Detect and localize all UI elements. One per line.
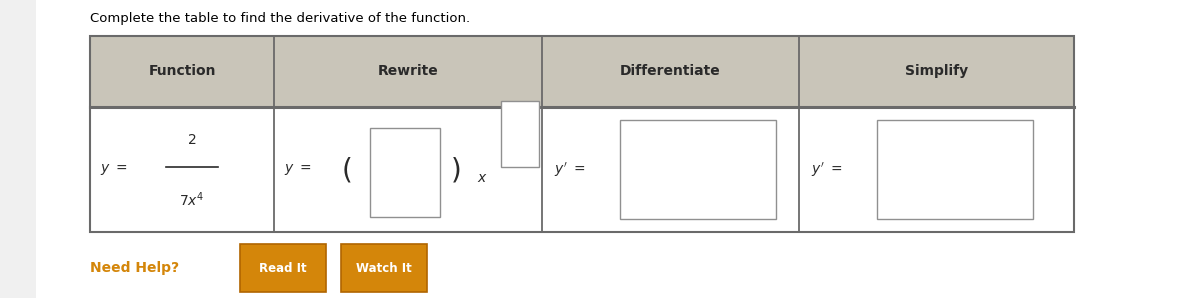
Text: $y\ =$: $y\ =$	[100, 162, 127, 177]
Text: $2$: $2$	[187, 133, 197, 147]
Text: Read It: Read It	[259, 262, 307, 275]
Text: $y'\ =$: $y'\ =$	[811, 160, 844, 179]
Text: Function: Function	[149, 64, 216, 78]
FancyBboxPatch shape	[90, 107, 1074, 232]
Text: $)$: $)$	[450, 155, 461, 184]
Text: $7x^4$: $7x^4$	[179, 190, 205, 209]
FancyBboxPatch shape	[90, 36, 1074, 107]
FancyBboxPatch shape	[370, 128, 439, 217]
FancyBboxPatch shape	[341, 244, 427, 292]
Text: $x$: $x$	[476, 171, 487, 185]
Text: Complete the table to find the derivative of the function.: Complete the table to find the derivativ…	[90, 12, 470, 25]
Text: Differentiate: Differentiate	[620, 64, 721, 78]
Text: $y'\ =$: $y'\ =$	[553, 160, 586, 179]
Text: $y\ =$: $y\ =$	[283, 162, 312, 177]
FancyBboxPatch shape	[240, 244, 326, 292]
FancyBboxPatch shape	[500, 101, 539, 167]
FancyBboxPatch shape	[877, 120, 1033, 219]
Text: Need Help?: Need Help?	[90, 261, 179, 275]
Text: Simplify: Simplify	[905, 64, 968, 78]
FancyBboxPatch shape	[36, 0, 1200, 298]
Text: Rewrite: Rewrite	[378, 64, 438, 78]
Text: Watch It: Watch It	[356, 262, 412, 275]
FancyBboxPatch shape	[619, 120, 775, 219]
Text: $($: $($	[341, 155, 352, 184]
